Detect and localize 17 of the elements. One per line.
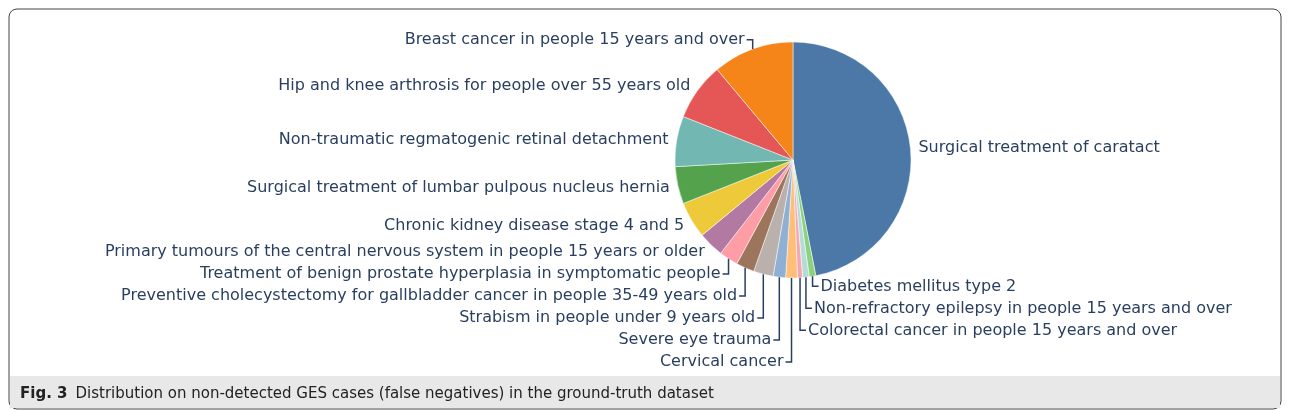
slice-label: Chronic kidney disease stage 4 and 5 — [384, 214, 685, 234]
slice-label: Treatment of benign prostate hyperplasia in symptomatic people — [198, 263, 721, 283]
slice-label: Severe eye trauma — [618, 329, 772, 349]
slice-label: Non-traumatic regmatogenic retinal detachment — [278, 129, 669, 149]
text: Fig. 3 — [20, 384, 68, 402]
slice-label: Primary tumours of the central nervous system in people 15 years or older — [104, 241, 706, 261]
slice-label: Diabetes mellitus type 2 — [820, 275, 1017, 295]
slice-label: Colorectal cancer in people 15 years and over — [808, 319, 1178, 339]
slice-label: Non-refractory epilepsy in people 15 years and over — [813, 297, 1233, 317]
text: Distribution on non-detected GES cases (false negatives) in the ground-truth dataset — [75, 384, 714, 402]
slice-label: Surgical treatment of caratact — [918, 137, 1160, 157]
slice-label: Surgical treatment of lumbar pulpous nucleus hernia — [247, 177, 670, 197]
slice-label: Hip and knee arthrosis for people over 55 years old — [278, 74, 691, 94]
slice-label: Strabism in people under 9 years old — [459, 307, 756, 327]
slice-label: Breast cancer in people 15 years and over — [404, 29, 746, 49]
slice-label: Preventive cholecystectomy for gallbladder cancer in people 35-49 years old — [121, 285, 738, 305]
slice-label: Cervical cancer — [659, 351, 784, 371]
